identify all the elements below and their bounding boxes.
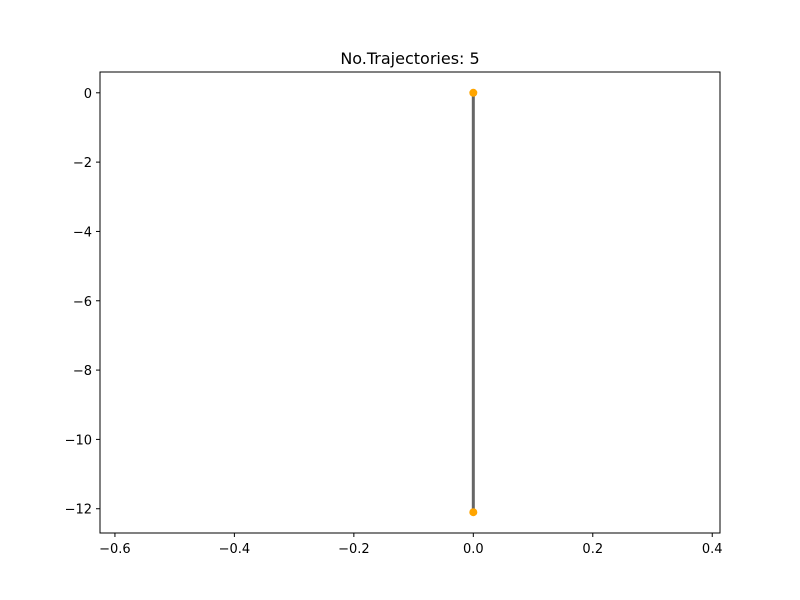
- plot-area: [469, 88, 478, 517]
- x-tick-label: 0.2: [582, 542, 603, 557]
- x-tick-label: −0.6: [99, 542, 131, 557]
- x-tick-label: 0.4: [702, 542, 723, 557]
- y-axis: 0 −2 −4 −6 −8 −10 −12: [65, 87, 100, 518]
- y-tick-label: −12: [65, 503, 92, 518]
- y-tick-label: −6: [73, 295, 92, 310]
- x-tick-label: −0.4: [219, 542, 251, 557]
- y-tick-label: −2: [73, 156, 92, 171]
- x-tick-label: −0.2: [338, 542, 370, 557]
- trajectory-point: [469, 88, 478, 97]
- y-tick-label: 0: [84, 87, 92, 102]
- axes-frame: [99, 71, 721, 534]
- chart-title: No.Trajectories: 5: [340, 49, 479, 68]
- x-tick-label: 0.0: [463, 542, 484, 557]
- x-axis: −0.6 −0.4 −0.2 0.0 0.2 0.4: [99, 533, 723, 557]
- y-tick-label: −10: [65, 433, 92, 448]
- y-tick-label: −8: [73, 364, 92, 379]
- y-tick-label: −4: [73, 225, 92, 240]
- trajectory-point: [469, 508, 478, 517]
